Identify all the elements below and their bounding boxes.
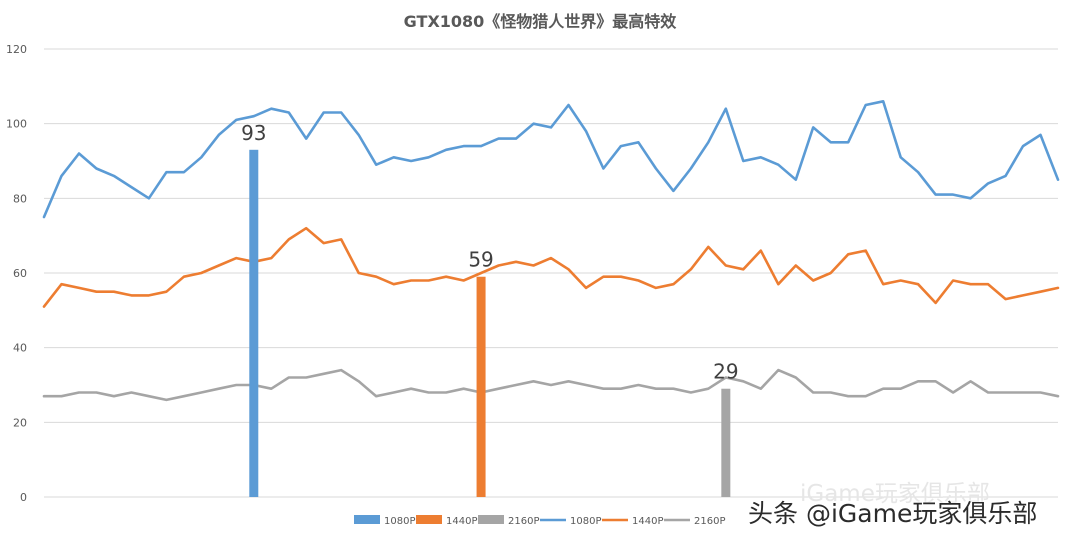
watermark: 头条 @iGame玩家俱乐部 xyxy=(748,499,1038,528)
legend-label: 1440P xyxy=(632,516,663,527)
y-tick-label: 100 xyxy=(6,118,27,131)
data-labels: 93 59 29 xyxy=(241,121,738,384)
bar-data-label: 93 xyxy=(241,121,266,145)
y-tick-label: 60 xyxy=(13,267,27,280)
y-tick-label: 20 xyxy=(13,416,27,429)
y-tick-label: 120 xyxy=(6,43,27,56)
bar-2160p xyxy=(721,388,731,497)
legend-label: 2160P xyxy=(508,516,539,527)
y-tick-label: 0 xyxy=(20,491,27,504)
gridlines xyxy=(44,48,1058,498)
series-lines xyxy=(42,100,1060,402)
chart-title: GTX1080《怪物猎人世界》最高特效 xyxy=(404,12,677,31)
series-line-2160p xyxy=(42,368,1060,402)
bar-1080p xyxy=(249,149,259,498)
bar-data-label: 29 xyxy=(713,360,738,384)
legend-swatch-bar xyxy=(416,515,442,524)
legend-swatch-bar xyxy=(478,515,504,524)
series-bars xyxy=(249,149,731,498)
bar-data-label: 59 xyxy=(468,248,493,272)
legend-label: 1080P xyxy=(384,516,415,527)
bar-1440p xyxy=(476,276,486,497)
watermark-faint: iGame玩家俱乐部 xyxy=(800,481,990,507)
legend-swatch-bar xyxy=(354,515,380,524)
legend-label: 1440P xyxy=(446,516,477,527)
series-line-1440p xyxy=(42,226,1060,308)
y-tick-label: 40 xyxy=(13,342,27,355)
legend-label: 1080P xyxy=(570,516,601,527)
legend-label: 2160P xyxy=(694,516,725,527)
y-tick-label: 80 xyxy=(13,192,27,205)
y-axis-ticks: 0 20 40 60 80 100 120 xyxy=(6,43,27,504)
series-line-1080p xyxy=(42,100,1060,219)
legend: 1080P 1440P 2160P 1080P 1440P 2160P xyxy=(354,515,725,527)
